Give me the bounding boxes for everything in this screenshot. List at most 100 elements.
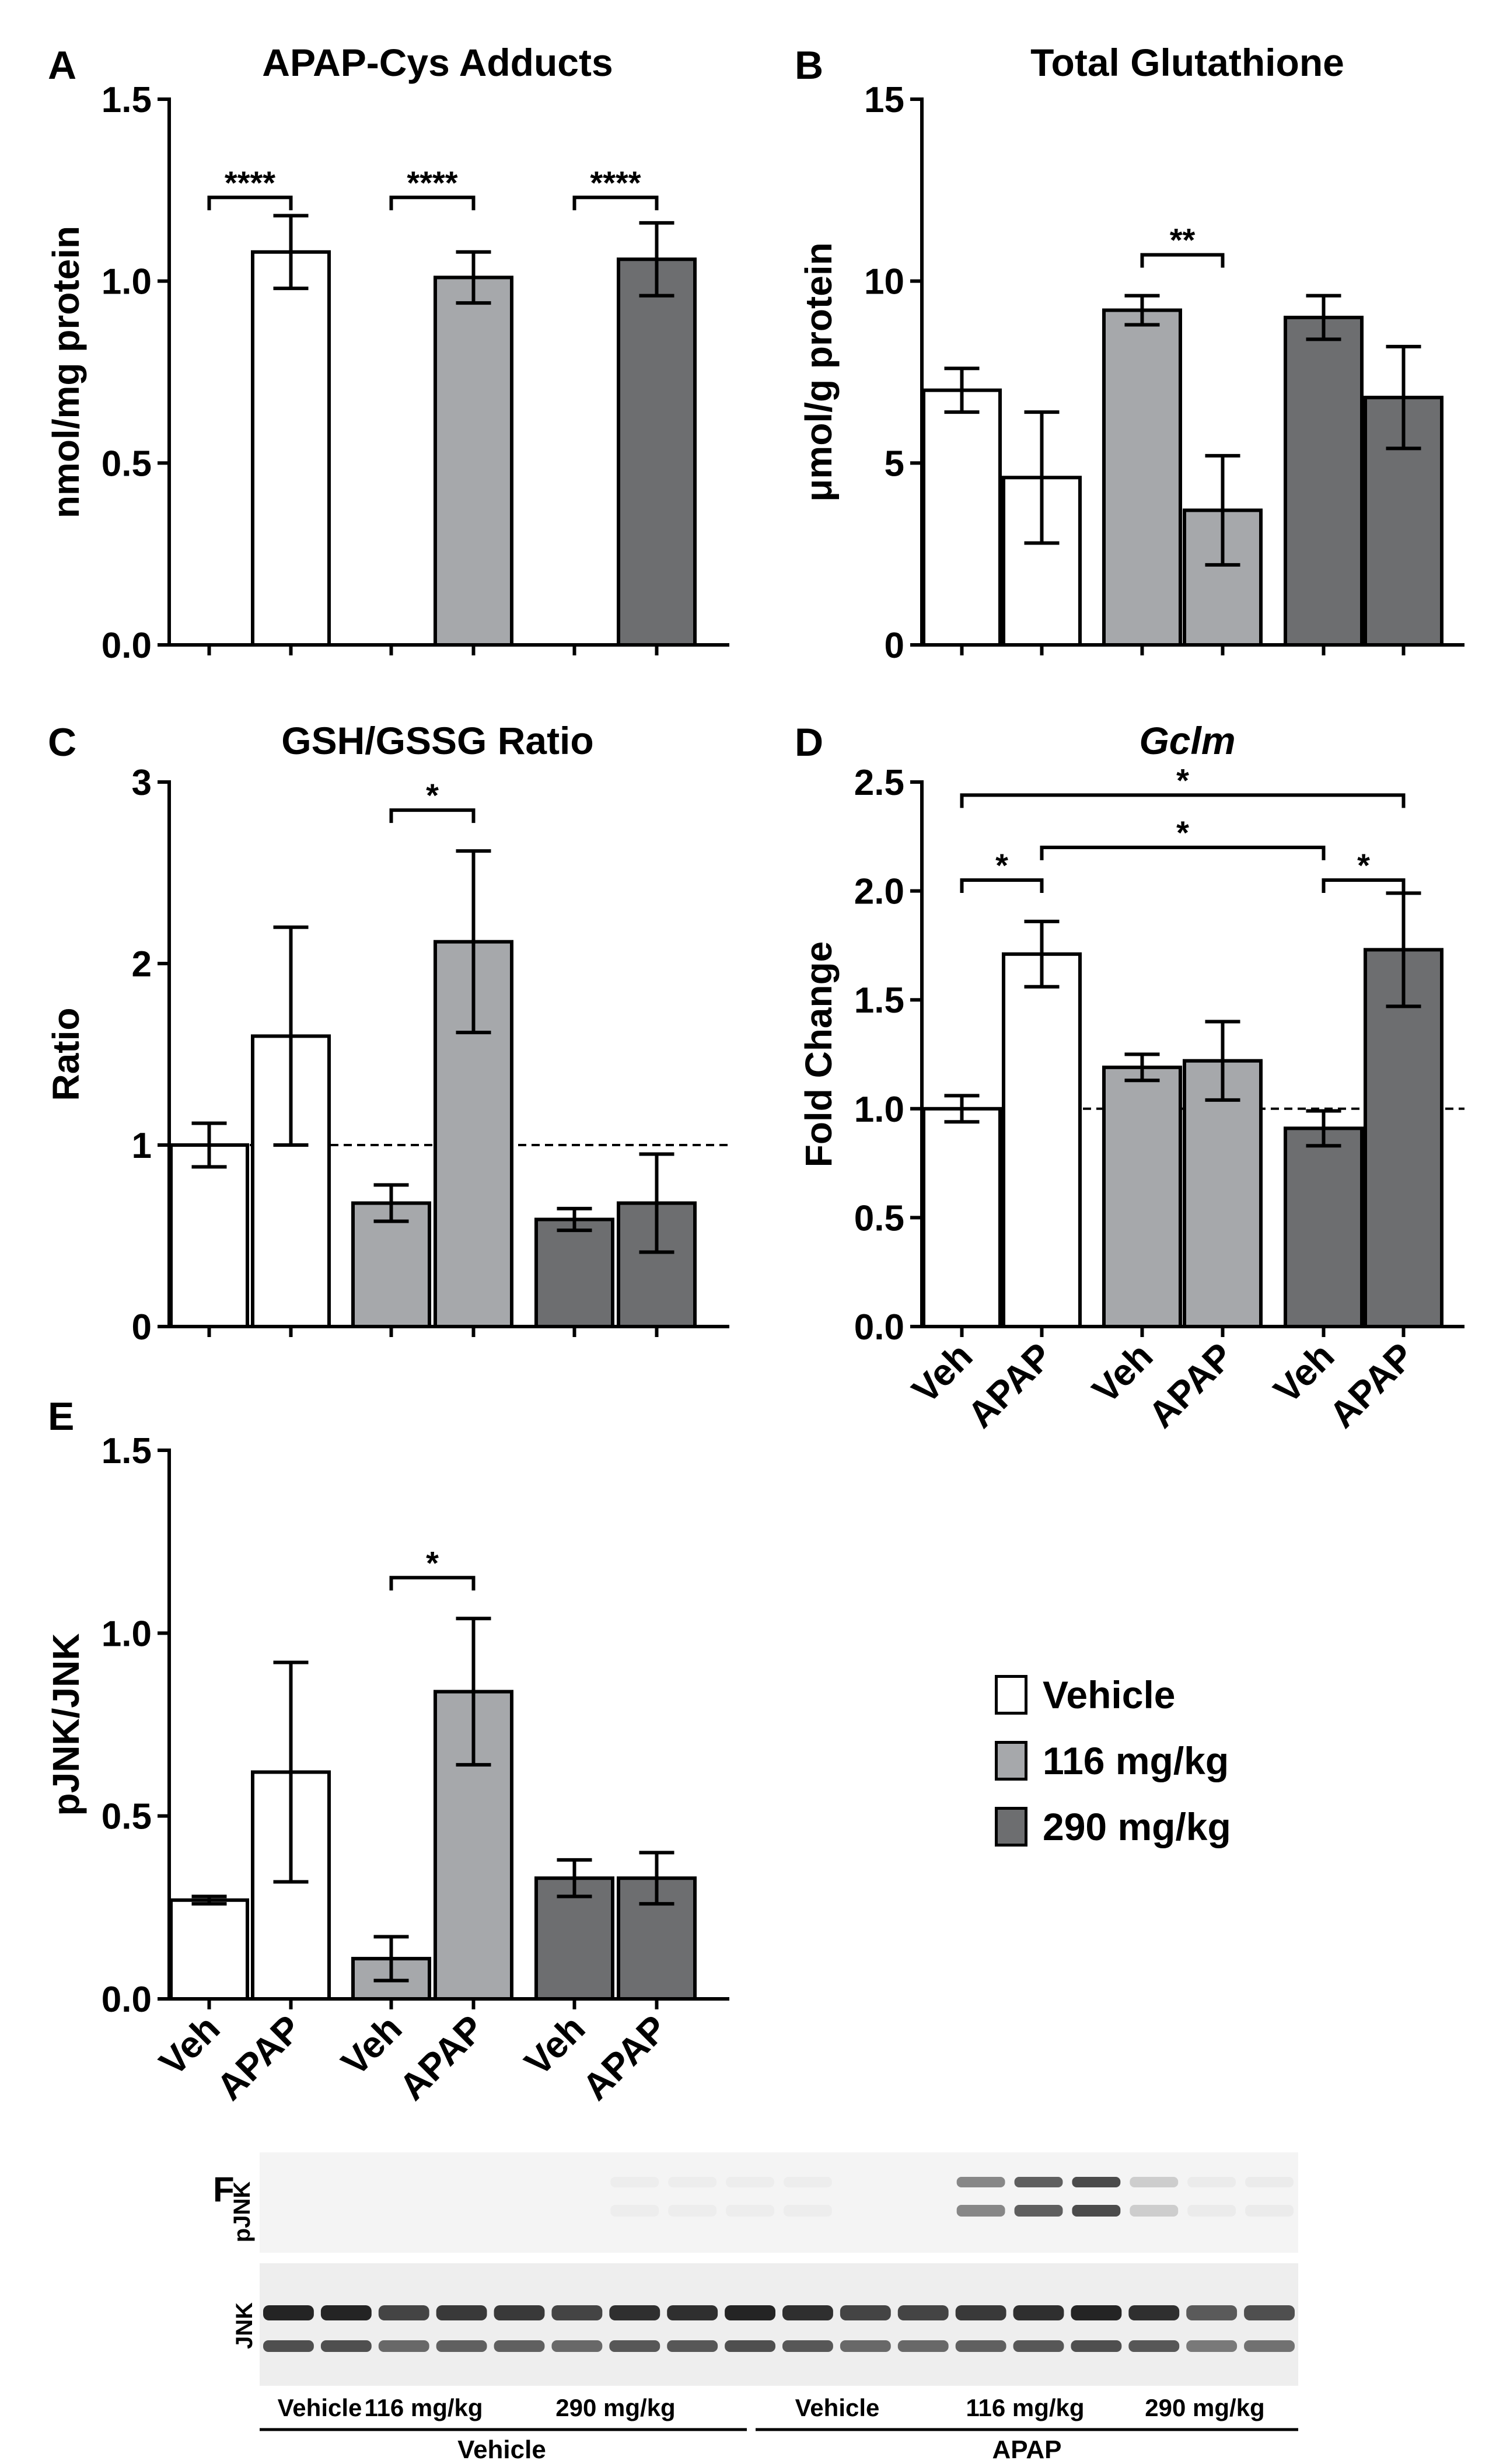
jnk-band-lower (782, 2340, 833, 2352)
significance-label: * (426, 1544, 439, 1581)
chart-title: Total Glutathione (1030, 41, 1344, 84)
y-tick-label: 0.5 (102, 444, 152, 484)
blot-lane-group-label: 290 mg/kg (1145, 2394, 1264, 2421)
y-tick-label: 2.0 (854, 872, 904, 912)
jnk-band-lower (494, 2340, 545, 2352)
significance-label: * (1176, 814, 1189, 851)
pjnk-band-upper (1014, 2177, 1063, 2187)
legend-swatch-116 (995, 1741, 1027, 1781)
jnk-band-lower (1071, 2340, 1122, 2352)
y-tick-label: 2.5 (854, 763, 904, 803)
blot-treatment-label: Vehicle (457, 2435, 546, 2464)
blot-strip-pjnk (260, 2152, 1298, 2253)
significance-label: **** (407, 164, 457, 201)
y-tick-label: 1.5 (102, 80, 152, 120)
pjnk-band-lower (1014, 2205, 1063, 2217)
panel-a: A APAP-Cys Adducts 0.0 0.5 1.0 1.5 nmol/mg pro… (45, 41, 729, 666)
pjnk-band-lower (784, 2205, 832, 2217)
pjnk-band-upper (784, 2177, 832, 2187)
bar (1284, 316, 1364, 647)
pjnk-band-upper (1245, 2177, 1294, 2187)
bar (922, 1107, 1002, 1329)
y-axis-label: nmol/mg protein (45, 226, 87, 518)
y-axis-label: pJNK/JNK (45, 1634, 87, 1816)
pjnk-band-lower (726, 2205, 774, 2217)
pjnk-band-upper (668, 2177, 717, 2187)
significance-bracket (389, 1576, 476, 1591)
pjnk-band-lower (668, 2205, 717, 2217)
bar (922, 388, 1002, 647)
jnk-band-upper (725, 2305, 775, 2320)
y-axis-label: Ratio (45, 1008, 87, 1101)
jnk-band-lower (897, 2340, 949, 2352)
blot-lane-group-label: 116 mg/kg (364, 2394, 483, 2421)
bar (434, 275, 513, 647)
blot-treatment-label: APAP (992, 2435, 1062, 2464)
jnk-band-upper (1128, 2305, 1180, 2320)
blot-strip-jnk (260, 2263, 1298, 2386)
pjnk-band-lower (610, 2205, 659, 2217)
jnk-band-upper (378, 2305, 429, 2320)
jnk-band-lower (955, 2340, 1006, 2352)
legend-swatch-290 (995, 1807, 1027, 1847)
bar (1284, 1126, 1364, 1328)
bar (1183, 508, 1263, 647)
significance-bracket (960, 878, 1044, 893)
pjnk-band-upper (1130, 2177, 1179, 2187)
jnk-band-upper (494, 2305, 545, 2320)
x-tick-label: APAP (1140, 1335, 1241, 1436)
panel-letter: F (213, 2170, 235, 2209)
y-tick-label: 1.0 (854, 1090, 904, 1130)
pjnk-band-upper (1072, 2177, 1121, 2187)
jnk-band-lower (1013, 2340, 1064, 2352)
legend-label-vehicle: Vehicle (1043, 1673, 1176, 1716)
y-tick-label: 1.5 (102, 1431, 152, 1471)
x-tick-label: APAP (574, 2007, 675, 2108)
pjnk-band-lower (1072, 2205, 1121, 2217)
y-tick-label: 10 (864, 262, 904, 302)
panel-c: C GSH/GSSG Ratio 0 1 2 3 Ratio * (45, 719, 729, 1348)
jnk-band-upper (436, 2305, 487, 2320)
y-tick-label: 3 (132, 763, 152, 803)
bar (617, 257, 697, 647)
jnk-band-lower (609, 2340, 660, 2352)
significance-bracket (1322, 878, 1406, 893)
blot-row-label-jnk: JNK (232, 2302, 257, 2349)
jnk-band-upper (782, 2305, 833, 2320)
jnk-band-lower (378, 2340, 429, 2352)
bar (1364, 948, 1443, 1328)
panel-letter: C (48, 720, 76, 765)
y-tick-label: 2 (132, 944, 152, 985)
jnk-band-lower (263, 2340, 314, 2352)
blot-row-label-pjnk: pJNK (229, 2182, 255, 2243)
blot-lane-group-label: Vehicle (278, 2394, 362, 2421)
significance-bracket (960, 793, 1406, 808)
jnk-band-lower (667, 2340, 718, 2352)
chart-title: APAP-Cys Adducts (262, 41, 613, 84)
panel-letter: A (48, 43, 76, 88)
x-tick-label: APAP (959, 1335, 1060, 1436)
pjnk-band-lower (1187, 2205, 1236, 2217)
legend-label-116: 116 mg/kg (1043, 1739, 1229, 1782)
legend: Vehicle 116 mg/kg 290 mg/kg (995, 1669, 1231, 1867)
panel-letter: D (795, 720, 823, 765)
x-tick-label: APAP (391, 2007, 492, 2108)
bar (169, 1898, 249, 2001)
jnk-band-upper (840, 2305, 891, 2320)
x-tick-label: APAP (208, 2007, 309, 2108)
legend-item-290: 290 mg/kg (995, 1801, 1231, 1852)
y-tick-label: 1.0 (102, 1614, 152, 1654)
jnk-band-upper (1071, 2305, 1122, 2320)
jnk-band-upper (320, 2305, 372, 2320)
pjnk-band-upper (726, 2177, 774, 2187)
y-tick-label: 0.0 (854, 1307, 904, 1348)
jnk-band-lower (725, 2340, 775, 2352)
significance-label: **** (590, 164, 641, 201)
x-tick-label: APAP (1321, 1335, 1422, 1436)
blot-lane-group-label: Vehicle (795, 2394, 880, 2421)
y-tick-label: 0.5 (102, 1797, 152, 1837)
